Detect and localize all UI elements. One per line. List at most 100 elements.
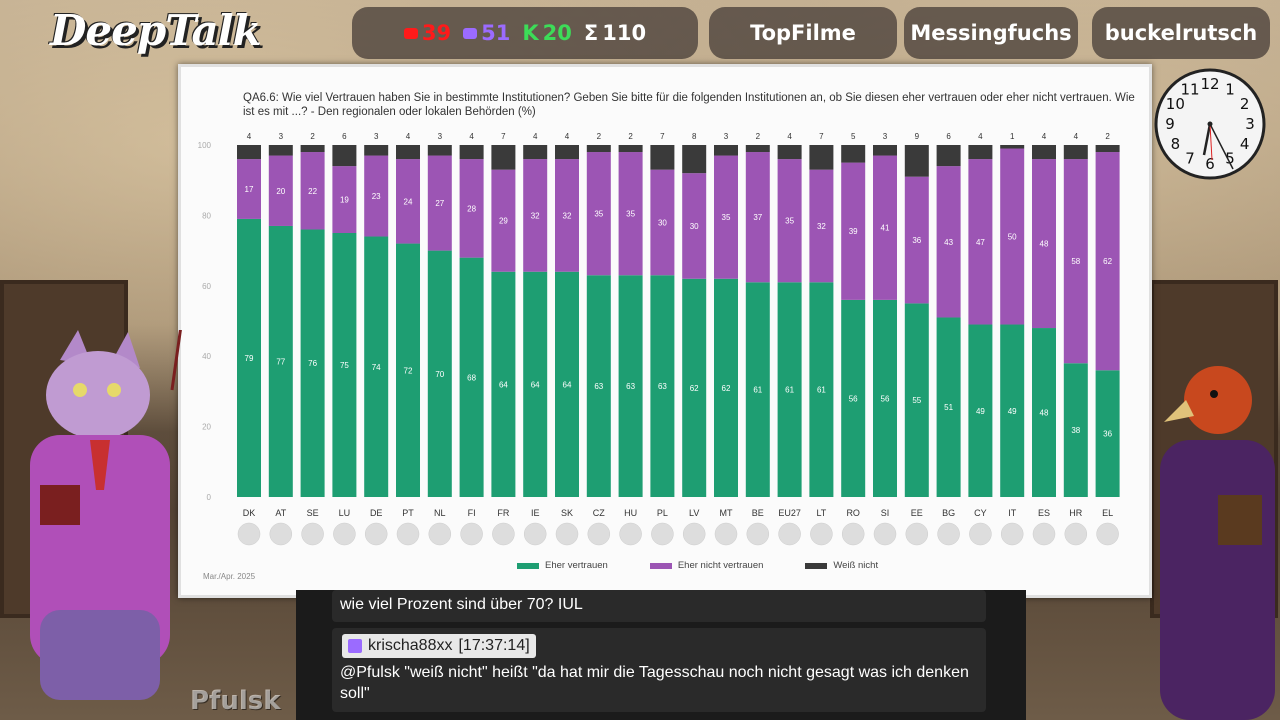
clock-number: 11 <box>1180 80 1199 98</box>
bar-segment-mt-1 <box>714 155 738 279</box>
legend-swatch-eher-nicht-vertrauen <box>649 562 672 569</box>
data-label-weiss-nicht: 7 <box>819 132 824 141</box>
data-label: 75 <box>340 361 349 370</box>
bar-segment-lv-0 <box>682 278 707 497</box>
chat-message-prev: wie viel Prozent sind über 70? IUL <box>332 590 986 622</box>
x-tick-label: CY <box>974 508 987 518</box>
x-tick-label: LU <box>339 508 351 518</box>
legend-label-eher-vertrauen: Eher vertrauen <box>545 560 608 571</box>
data-label: 49 <box>1008 407 1017 416</box>
data-label: 29 <box>499 217 508 226</box>
bar-segment-cz-2 <box>586 145 611 153</box>
x-tick-label: HR <box>1069 508 1082 518</box>
bar-segment-de-2 <box>364 145 389 156</box>
data-label: 56 <box>849 394 858 403</box>
bar-segment-cy-1 <box>968 159 993 325</box>
chat-message: krischa88xx [17:37:14] @Pfulsk "weiß nic… <box>332 628 986 712</box>
data-label: 37 <box>753 213 762 222</box>
data-label-weiss-nicht: 7 <box>660 132 665 141</box>
chat-overlay: wie viel Prozent sind über 70? IUL krisc… <box>296 590 1026 720</box>
flag-icon-hr <box>1064 522 1088 546</box>
bar-segment-ee-1 <box>904 176 929 304</box>
bar-segment-hr-1 <box>1063 159 1088 364</box>
bar-segment-eu27-2 <box>777 145 802 160</box>
x-tick-label: AT <box>275 508 286 518</box>
data-label: 68 <box>467 373 476 382</box>
chip-topfilme[interactable]: TopFilme <box>709 7 897 59</box>
total-stat: Σ 110 <box>584 21 646 45</box>
bar-segment-nl-0 <box>427 250 452 497</box>
flag-icon-nl <box>428 522 452 546</box>
chip-messingfuchs[interactable]: Messingfuchs <box>904 7 1078 59</box>
data-label-weiss-nicht: 4 <box>565 132 570 141</box>
data-label-weiss-nicht: 9 <box>915 132 920 141</box>
bar-segment-eu27-0 <box>777 282 802 497</box>
x-tick-label: SE <box>307 508 319 518</box>
youtube-icon <box>403 27 418 39</box>
bar-segment-fr-2 <box>491 145 516 170</box>
bar-segment-se-0 <box>300 229 325 498</box>
bar-segment-it-0 <box>1000 324 1025 497</box>
y-tick-label: 20 <box>202 423 211 432</box>
bar-segment-cy-0 <box>968 324 993 497</box>
bar-segment-sk-1 <box>555 159 579 272</box>
data-label-weiss-nicht: 2 <box>310 132 315 141</box>
data-label: 74 <box>372 363 381 372</box>
flag-icon-ie <box>523 522 547 546</box>
bar-segment-it-1 <box>1000 148 1025 325</box>
minute-hand <box>1209 123 1234 170</box>
data-label: 35 <box>722 213 731 222</box>
bar-segment-fi-1 <box>459 159 484 258</box>
bar-segment-cy-2 <box>968 145 993 160</box>
data-label: 56 <box>881 394 890 403</box>
data-label-weiss-nicht: 6 <box>342 132 347 141</box>
data-label: 64 <box>563 380 572 389</box>
bar-segment-ro-0 <box>841 299 866 497</box>
flag-icon-mt <box>714 522 738 546</box>
bar-segment-de-0 <box>364 236 389 497</box>
flag-icon-hu <box>619 522 642 546</box>
x-tick-label: SI <box>881 508 890 518</box>
data-label: 64 <box>499 380 508 389</box>
bar-segment-ie-2 <box>523 145 548 160</box>
bar-segment-dk-2 <box>237 145 261 160</box>
bar-segment-ie-0 <box>523 271 548 497</box>
chip-buckelrutsch[interactable]: buckelrutsch <box>1092 7 1270 59</box>
bar-segment-pt-0 <box>396 243 420 497</box>
data-label-weiss-nicht: 4 <box>787 132 792 141</box>
bar-segment-si-2 <box>873 145 897 156</box>
legend-label-eher-nicht-vertrauen: Eher nicht vertrauen <box>677 560 764 571</box>
data-label-weiss-nicht: 4 <box>533 132 538 141</box>
data-label-weiss-nicht: 4 <box>978 132 983 141</box>
bar-segment-sk-0 <box>555 271 579 497</box>
data-label: 30 <box>690 222 699 231</box>
flag-icon-lt <box>810 522 833 546</box>
clock-number: 2 <box>1240 95 1250 113</box>
data-label: 17 <box>245 185 254 194</box>
flag-icon-pl <box>651 522 674 546</box>
data-label-weiss-nicht: 3 <box>374 132 379 141</box>
flag-icon-eu27 <box>778 522 801 546</box>
chat-prev-text: wie viel Prozent sind über 70? IUL <box>340 596 583 613</box>
viewer-stats-bar: 39 51 K 20 Σ 110 <box>352 7 698 59</box>
bar-segment-eu27-1 <box>777 159 802 283</box>
clock-number: 5 <box>1225 150 1235 168</box>
flag-icon-ee <box>905 522 929 546</box>
total-count: 110 <box>602 21 647 45</box>
bar-segment-mt-0 <box>714 278 738 497</box>
bar-segment-lt-2 <box>809 145 834 170</box>
kick-count: 20 <box>542 21 572 45</box>
x-tick-label: PT <box>402 508 414 518</box>
bar-segment-mt-2 <box>714 145 738 156</box>
data-label: 63 <box>626 382 635 391</box>
clock-number: 1 <box>1225 80 1235 98</box>
data-label: 32 <box>817 222 826 231</box>
twitch-count: 51 <box>481 21 511 45</box>
bar-segment-hu-2 <box>618 145 643 153</box>
data-label: 49 <box>976 407 985 416</box>
clock-number: 8 <box>1171 135 1181 153</box>
data-label-weiss-nicht: 4 <box>406 132 411 141</box>
data-label: 35 <box>785 217 794 226</box>
data-label: 36 <box>1103 430 1112 439</box>
